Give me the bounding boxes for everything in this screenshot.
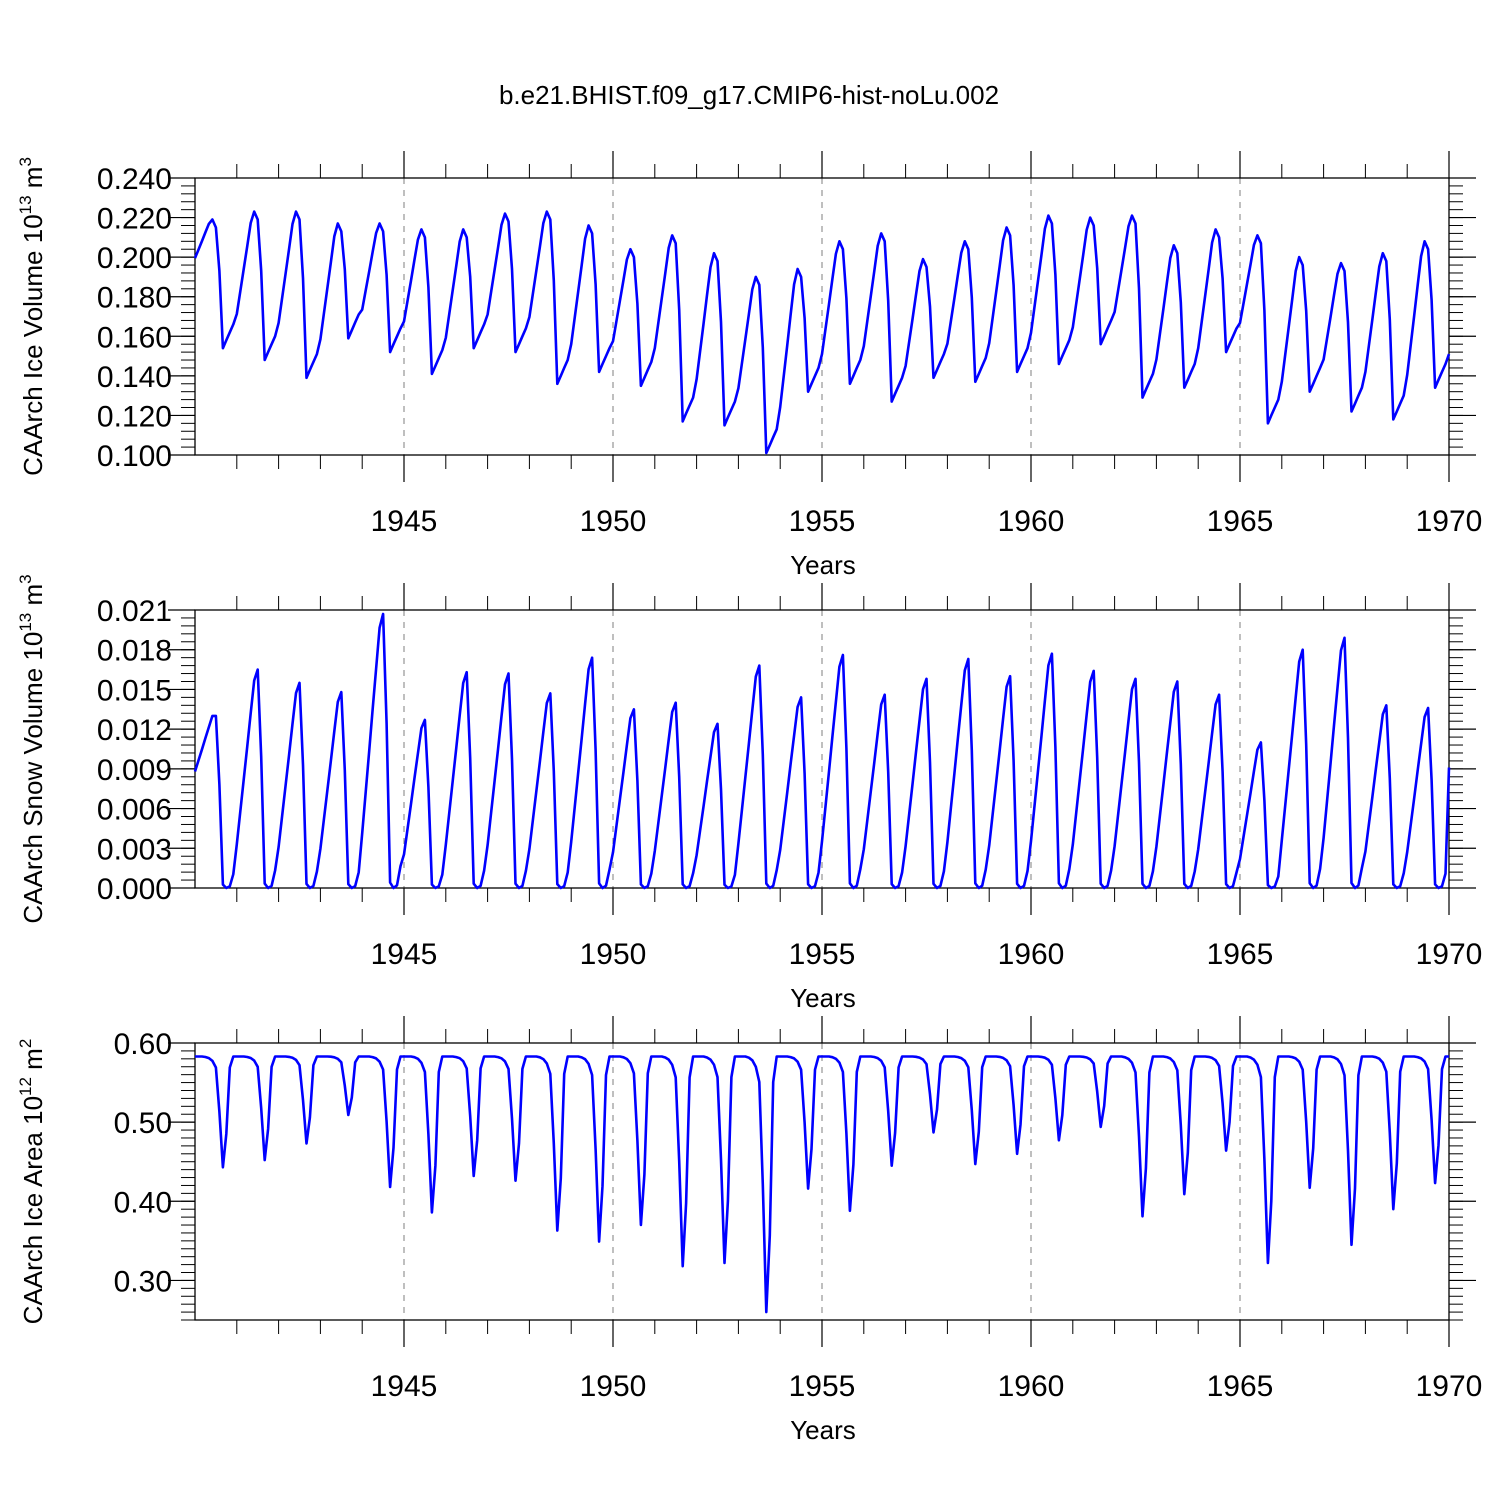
xtick-label: 1945 [371,938,438,971]
figure-title: b.e21.BHIST.f09_g17.CMIP6-hist-noLu.002 [499,80,999,110]
xtick-label: 1955 [789,938,856,971]
ytick-label: 0.200 [97,242,172,275]
xtick-label: 1965 [1207,1370,1274,1403]
xtick-label: 1960 [998,1370,1065,1403]
y-axis-label-main: CAArch Snow Volume 10 [18,632,48,924]
ytick-label: 0.140 [97,361,172,394]
xtick-label: 1960 [998,505,1065,538]
ytick-label: 0.160 [97,321,172,354]
xtick-label: 1970 [1416,938,1483,971]
series-line-snow-volume [193,612,1451,890]
xtick-label: 1955 [789,1370,856,1403]
xtick-label: 1945 [371,505,438,538]
ytick-label: 0.003 [97,833,172,866]
ytick-label: 0.30 [114,1265,172,1298]
ytick-label: 0.000 [97,873,172,906]
ytick-label: 0.240 [97,163,172,196]
ytick-label: 0.60 [114,1028,172,1061]
xtick-label: 1965 [1207,938,1274,971]
y-axis-label-unit: m [18,1048,48,1077]
xtick-label: 1970 [1416,1370,1483,1403]
y-axis-label-main: CAArch Ice Area 10 [18,1096,48,1324]
panel-snow-volume: 0.000 0.003 0.006 0.009 0.012 0.015 0.018 0.021… [16,574,1482,1013]
ytick-label: 0.006 [97,794,172,827]
xtick-label: 1950 [580,505,647,538]
xtick-label: 1960 [998,938,1065,971]
y-axis-label-exponent: 13 [16,195,35,214]
ytick-label: 0.009 [97,754,172,787]
xtick-label: 1950 [580,1370,647,1403]
y-axis-label: CAArch Snow Volume 1013 m3 [16,574,48,923]
ytick-label: 0.021 [97,595,172,628]
x-axis-label: Years [790,983,856,1013]
ytick-label: 0.220 [97,203,172,236]
y-axis-label: CAArch Ice Volume 1013 m3 [16,157,48,476]
panel-ice-area: 0.30 0.40 0.50 0.60 1945 1950 1955 1960 1965 1970… [16,1016,1482,1445]
y-axis-label: CAArch Ice Area 1012 m2 [16,1039,48,1325]
panels: 0.100 0.120 0.140 0.160 0.180 0.200 0.220 0.240… [16,151,1482,1445]
ytick-label: 0.120 [97,400,172,433]
y-axis-label-unit-exponent: 3 [16,157,35,166]
series-line-ice-volume [193,210,1451,455]
xtick-label: 1955 [789,505,856,538]
ytick-label: 0.012 [97,714,172,747]
y-axis-label-unit: m [18,167,48,196]
y-axis-label-exponent: 12 [16,1077,35,1096]
panel-ice-volume: 0.100 0.120 0.140 0.160 0.180 0.200 0.220 0.240… [16,151,1482,580]
ytick-label: 0.015 [97,674,172,707]
ytick-label: 0.100 [97,440,172,473]
xtick-label: 1970 [1416,505,1483,538]
ytick-label: 0.50 [114,1107,172,1140]
series-line-ice-area [195,1055,1449,1314]
xtick-label: 1950 [580,938,647,971]
ytick-label: 0.40 [114,1186,172,1219]
xtick-label: 1965 [1207,505,1274,538]
y-axis-label-unit: m [18,584,48,613]
y-axis-label-exponent: 13 [16,613,35,632]
x-axis-label: Years [790,550,856,580]
y-axis-label-unit-exponent: 2 [16,1039,35,1048]
ytick-label: 0.018 [97,635,172,668]
xtick-label: 1945 [371,1370,438,1403]
y-axis-label-main: CAArch Ice Volume 10 [18,214,48,476]
y-axis-label-unit-exponent: 3 [16,574,35,583]
ytick-label: 0.180 [97,282,172,315]
x-axis-label: Years [790,1415,856,1445]
